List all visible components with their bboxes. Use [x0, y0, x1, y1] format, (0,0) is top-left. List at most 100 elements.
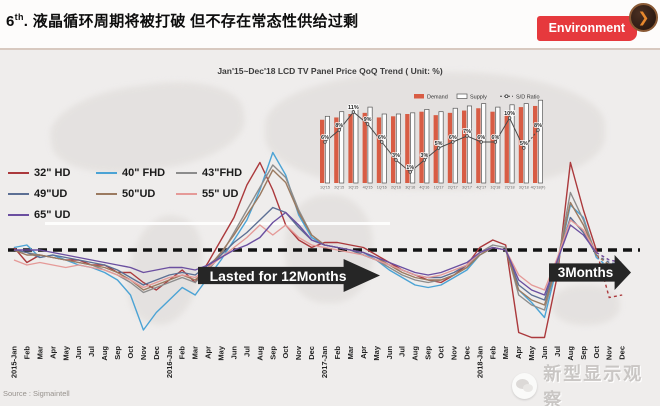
sd-ratio-value: 8% — [335, 123, 343, 129]
inset-x-label: 1Q'15 — [320, 186, 330, 190]
wechat-icon — [512, 373, 538, 399]
demand-bar — [462, 110, 467, 183]
inset-x-label: 3Q'16 — [405, 186, 415, 190]
x-axis-label: Aug — [100, 346, 109, 361]
x-axis-label: Mar — [346, 346, 355, 359]
sd-ratio-value: 3% — [392, 153, 400, 159]
page-title: 6th. 液晶循环周期将被打破 但不存在常态性供给过剩 — [6, 12, 359, 30]
x-axis-label: Oct — [437, 346, 446, 359]
inset-x-label: 2Q'17 — [448, 186, 458, 190]
sd-ratio-value: 8% — [534, 123, 542, 129]
sd-ratio-value: 11% — [348, 105, 359, 111]
sd-ratio-value: 6% — [378, 135, 386, 141]
inset-x-label: 2Q'18 — [505, 186, 515, 190]
demand-bar — [376, 117, 382, 183]
supply-bar — [353, 105, 359, 184]
x-axis-label: Dec — [618, 346, 627, 360]
x-axis-label: Aug — [566, 346, 575, 361]
demand-bar — [504, 111, 509, 183]
legend-item: 49"UD — [8, 188, 96, 200]
demand-bar — [490, 111, 495, 183]
sd-ratio-value: 5% — [520, 141, 528, 147]
inset-x-label: 4Q'17 — [476, 186, 486, 190]
sd-ratio-value: 6% — [477, 135, 485, 141]
x-axis-label: Feb — [22, 346, 31, 360]
sd-ratio-value: 3% — [420, 153, 428, 159]
x-axis-label: 2016-Jan — [165, 346, 174, 379]
x-axis-label: Aug — [255, 346, 264, 361]
inset-x-label: 4Q'18(F) — [531, 186, 547, 190]
legend-item: 32" HD — [8, 167, 96, 179]
sd-ratio-value: 7% — [463, 129, 471, 135]
x-axis-label: Nov — [449, 345, 458, 360]
x-axis-label: Jun — [74, 346, 83, 360]
x-axis-label: Jul — [553, 346, 562, 357]
series-65-ud — [14, 211, 623, 296]
x-axis-label: May — [217, 345, 226, 360]
legend-swatch — [8, 193, 29, 195]
x-axis-label: Mar — [191, 346, 200, 359]
demand-bar — [362, 112, 367, 183]
inset-x-label: 1Q'17 — [434, 186, 444, 190]
supply-bar — [452, 107, 458, 184]
x-axis-label: 2017-Jan — [320, 346, 329, 379]
legend-item: 40" FHD — [96, 167, 176, 179]
x-axis-label: Sep — [113, 346, 122, 360]
watermark-text: 新型显示观察 — [543, 364, 644, 406]
inset-chart-svg: 1Q'15 2Q'15 3Q'15 4Q'15 1Q'16 2Q'16 3Q'16 4Q'16… — [320, 93, 547, 190]
map-background — [552, 285, 620, 325]
sd-ratio-value: 5% — [435, 141, 443, 147]
x-axis-label: Apr — [204, 346, 213, 359]
inset-legend-supply: Supply — [470, 94, 487, 100]
x-axis-label: Oct — [281, 346, 290, 359]
x-axis-label: Apr — [514, 346, 523, 359]
x-axis-label: 2015-Jan — [10, 346, 19, 379]
x-axis-label: Nov — [294, 345, 303, 360]
x-axis-label: Nov — [605, 345, 614, 360]
supply-bar — [367, 106, 373, 184]
x-axis-label: Dec — [462, 346, 471, 360]
chart-legend: 32" HD 40" FHD 43"FHD 49"UD 50"UD 55" UD 65" U… — [8, 167, 248, 221]
inset-x-label: 4Q'15 — [363, 186, 373, 190]
x-axis-label: Jun — [229, 346, 238, 360]
demand-bar — [320, 119, 325, 183]
inset-x-label: 3Q'18 — [519, 186, 529, 190]
demand-bar — [533, 105, 538, 183]
x-axis-label: Feb — [333, 346, 342, 360]
legend-item: 65" UD — [8, 209, 96, 221]
x-axis-label: Aug — [411, 346, 420, 361]
map-gridline — [45, 222, 390, 225]
x-axis-label: Feb — [488, 346, 497, 360]
legend-swatch — [8, 172, 29, 174]
inset-x-label: 2Q'16 — [391, 186, 401, 190]
x-axis-label: Sep — [579, 346, 588, 360]
legend-swatch — [96, 172, 117, 174]
inset-x-label: 1Q'16 — [377, 186, 387, 190]
x-axis-label: 2018-Jan — [475, 346, 484, 379]
x-axis-label: Jun — [385, 346, 394, 360]
company-logo-icon: ❯ — [629, 3, 658, 32]
x-axis-label: Dec — [152, 346, 161, 360]
inset-x-label: 3Q'15 — [348, 186, 358, 190]
supply-bar — [324, 115, 330, 184]
x-axis-label: Apr — [48, 346, 57, 359]
demand-bar — [476, 108, 481, 183]
inset-x-label: 1Q'18 — [490, 186, 500, 190]
supply-bar — [395, 113, 401, 184]
x-axis-label: Jul — [398, 346, 407, 357]
series-32-hd — [13, 161, 623, 339]
x-axis-label: Oct — [126, 346, 135, 359]
x-axis-label: Oct — [592, 346, 601, 359]
series-49-ud — [13, 206, 623, 301]
supply-bar — [466, 105, 472, 184]
legend-item: 55" UD — [176, 188, 248, 200]
inset-legend-sd-ratio: S/D Ratio — [516, 94, 540, 100]
environment-badge: Environment — [536, 16, 637, 41]
source-text: Source : Sigmaintell — [3, 389, 70, 398]
x-axis-label: Apr — [359, 346, 368, 359]
demand-bar — [348, 114, 353, 183]
demand-bar — [518, 107, 524, 183]
supply-bar — [381, 113, 387, 184]
supply-bar — [509, 104, 515, 184]
